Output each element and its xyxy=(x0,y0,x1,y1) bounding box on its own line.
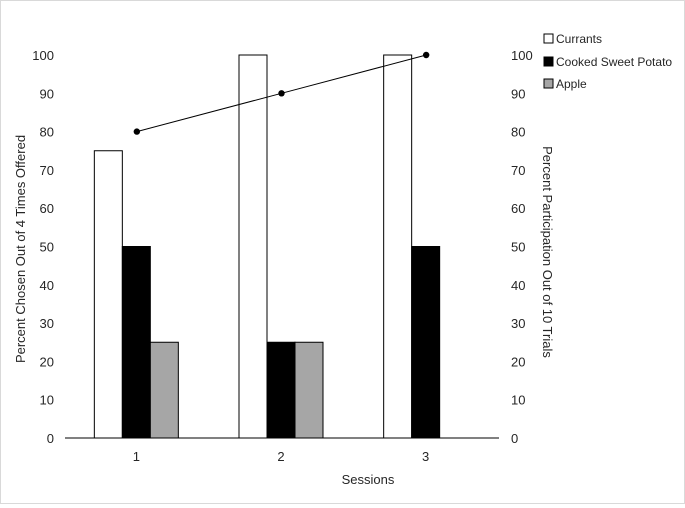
participation-point-session-2 xyxy=(278,90,285,97)
y-tick-label-left: 70 xyxy=(40,163,54,178)
y-tick-label-left: 60 xyxy=(40,201,54,216)
participation-point-session-3 xyxy=(422,51,430,59)
bar-currants-session-1 xyxy=(93,150,123,439)
x-tick-label: 1 xyxy=(133,449,140,464)
participation-line-layer xyxy=(133,51,430,135)
legend-label-apple: Apple xyxy=(556,77,587,91)
y-tick-label-right: 30 xyxy=(511,316,525,331)
y-tick-label-left: 90 xyxy=(40,86,54,101)
legend-swatch-apple xyxy=(543,78,554,89)
y-tick-labels-right: 0 10 20 30 40 50 60 70 80 90 100 xyxy=(511,48,533,446)
legend-label-cooked-sweet-potato: Cooked Sweet Potato xyxy=(556,55,672,69)
y-tick-labels-left: 0 10 20 30 40 50 60 70 80 90 100 xyxy=(32,48,54,446)
legend: Currants Cooked Sweet Potato Apple xyxy=(543,32,672,91)
y-tick-label-left: 80 xyxy=(40,125,54,140)
y-tick-label-right: 50 xyxy=(511,240,525,255)
bar-cooked-sweet-potato-session-1 xyxy=(121,246,151,439)
legend-swatch-cooked-sweet-potato xyxy=(543,56,554,67)
y-tick-label-left: 20 xyxy=(40,354,54,369)
y-tick-label-right: 0 xyxy=(511,431,518,446)
y-tick-label-right: 100 xyxy=(511,48,533,63)
y-tick-label-right: 40 xyxy=(511,278,525,293)
y-tick-label-right: 20 xyxy=(511,354,525,369)
y-tick-label-right: 70 xyxy=(511,163,525,178)
y-tick-label-left: 30 xyxy=(40,316,54,331)
y-tick-label-right: 60 xyxy=(511,201,525,216)
bar-currants-session-3 xyxy=(383,54,413,439)
y-tick-label-left: 40 xyxy=(40,278,54,293)
y-axis-label-right: Percent Participation Out of 10 Trials xyxy=(540,146,555,358)
bar-cooked-sweet-potato-session-3 xyxy=(411,246,441,439)
x-tick-label: 3 xyxy=(422,449,429,464)
x-tick-label: 2 xyxy=(277,449,284,464)
y-tick-label-left: 0 xyxy=(47,431,54,446)
bar-currants-session-2 xyxy=(238,54,268,439)
y-tick-label-left: 100 xyxy=(32,48,54,63)
y-tick-label-right: 80 xyxy=(511,125,525,140)
y-tick-label-left: 10 xyxy=(40,393,54,408)
bar-apple-session-1 xyxy=(149,341,179,439)
bars-layer xyxy=(93,54,441,439)
y-axis-label-left: Percent Chosen Out of 4 Times Offered xyxy=(13,135,28,363)
x-tick-labels: 1 2 3 xyxy=(133,449,430,464)
participation-point-session-1 xyxy=(133,128,141,135)
x-axis-label: Sessions xyxy=(342,472,395,487)
legend-swatch-currants xyxy=(543,33,554,44)
bar-apple-session-2 xyxy=(294,341,324,439)
y-tick-label-left: 50 xyxy=(40,240,54,255)
legend-label-currants: Currants xyxy=(556,32,602,46)
bar-cooked-sweet-potato-session-2 xyxy=(266,341,296,439)
y-tick-label-right: 10 xyxy=(511,393,525,408)
y-tick-label-right: 90 xyxy=(511,86,525,101)
